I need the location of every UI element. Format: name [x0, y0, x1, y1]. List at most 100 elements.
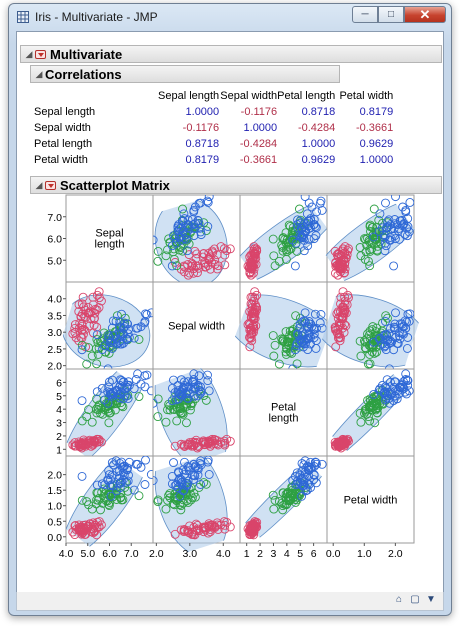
data-point	[110, 405, 120, 415]
data-point	[340, 300, 350, 310]
data-point	[330, 268, 340, 278]
data-point	[315, 198, 325, 208]
data-point	[164, 491, 174, 500]
data-point	[173, 381, 183, 390]
left-tick-label: 7.0	[47, 212, 62, 224]
table-row: Sepal length 1.0000 -0.1176 0.8718 0.817…	[34, 104, 393, 120]
variable-label: Petal width	[344, 495, 398, 507]
maximize-button[interactable]: □	[378, 6, 404, 23]
data-point	[311, 231, 321, 241]
data-point	[312, 207, 321, 217]
red-triangle-menu-icon[interactable]	[35, 49, 46, 59]
close-button[interactable]: ✕	[404, 6, 446, 23]
data-point	[120, 322, 129, 332]
data-point	[304, 331, 314, 341]
data-point	[131, 459, 141, 469]
data-point	[175, 232, 185, 242]
data-point	[190, 379, 200, 389]
table-header-row: Sepal length Sepal width Petal length Pe…	[34, 88, 393, 104]
data-point	[340, 292, 350, 302]
page-icon[interactable]: ▢	[410, 594, 420, 605]
data-point	[403, 333, 413, 342]
data-point	[309, 475, 319, 484]
data-point	[277, 498, 287, 508]
data-point	[134, 392, 144, 402]
data-point	[418, 371, 426, 379]
data-point	[402, 389, 412, 399]
multivariate-title: Multivariate	[50, 46, 123, 62]
data-point	[299, 460, 309, 470]
data-point	[183, 215, 193, 225]
data-point	[79, 329, 88, 339]
data-point	[381, 198, 390, 208]
data-point	[77, 471, 87, 481]
data-point	[396, 216, 406, 226]
data-point	[249, 242, 259, 252]
data-point	[252, 246, 262, 256]
home-icon[interactable]: ⌂	[395, 594, 403, 605]
data-point	[295, 323, 305, 333]
data-point	[374, 215, 384, 225]
data-point	[71, 333, 81, 343]
data-point	[356, 351, 366, 361]
bottom-tick-label: 5	[297, 548, 303, 560]
data-point	[295, 470, 305, 480]
table-cell: 1.0000	[185, 106, 220, 118]
data-point	[163, 495, 172, 505]
data-point	[336, 261, 345, 271]
data-point	[415, 372, 423, 380]
data-point	[107, 480, 117, 490]
scatterplot-matrix-header[interactable]: ◢ Scatterplot Matrix	[30, 176, 442, 194]
data-point	[292, 468, 302, 478]
data-point	[278, 246, 288, 256]
data-point	[386, 220, 395, 230]
data-point	[315, 318, 325, 328]
data-point	[153, 256, 163, 266]
data-point	[196, 198, 205, 208]
disclosure-triangle-icon[interactable]: ◢	[35, 179, 43, 190]
data-point	[247, 300, 257, 310]
minimize-button[interactable]: ─	[352, 6, 378, 23]
data-point	[183, 393, 193, 403]
data-point	[249, 312, 259, 321]
red-triangle-menu-icon[interactable]	[45, 180, 56, 190]
data-point	[183, 498, 193, 507]
multivariate-header[interactable]: ◢ Multivariate	[20, 45, 442, 63]
data-point	[291, 238, 301, 248]
data-point	[277, 240, 287, 250]
data-point	[365, 246, 375, 256]
data-point	[370, 418, 380, 428]
disclosure-triangle-icon[interactable]: ◢	[25, 48, 33, 59]
table-cell: -0.4284	[297, 122, 336, 134]
dropdown-arrow-icon[interactable]: ▼	[426, 594, 436, 605]
bottom-tick-label: 4	[284, 548, 290, 560]
variable-label: Petal length	[269, 402, 299, 425]
correlations-header[interactable]: ◢ Correlations	[30, 65, 340, 83]
data-point	[288, 476, 298, 485]
data-point	[390, 391, 400, 401]
table-cell: -0.3661	[355, 122, 394, 134]
data-point	[153, 476, 158, 485]
data-point	[331, 342, 341, 352]
data-point	[172, 261, 182, 271]
data-point	[362, 409, 372, 419]
disclosure-triangle-icon[interactable]: ◢	[35, 68, 43, 79]
maximize-icon: □	[387, 9, 395, 20]
data-point	[189, 264, 199, 274]
data-point	[291, 311, 301, 321]
data-point	[278, 336, 288, 346]
data-point	[115, 389, 125, 399]
data-point	[291, 498, 301, 507]
data-point	[117, 477, 127, 487]
title-bar[interactable]: Iris - Multivariate - JMP ─ □ ✕	[9, 4, 451, 30]
data-point	[310, 309, 320, 319]
bottom-tick-label: 1.0	[357, 548, 372, 560]
data-point	[415, 199, 423, 207]
data-point	[82, 359, 92, 369]
data-point	[124, 333, 134, 342]
data-point	[250, 287, 260, 297]
data-point	[250, 248, 260, 258]
data-point	[195, 389, 205, 399]
data-point	[204, 470, 214, 479]
